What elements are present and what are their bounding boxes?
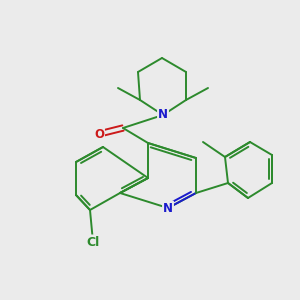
- Text: N: N: [163, 202, 173, 214]
- Text: N: N: [158, 109, 168, 122]
- Text: O: O: [94, 128, 104, 140]
- Text: Cl: Cl: [86, 236, 100, 248]
